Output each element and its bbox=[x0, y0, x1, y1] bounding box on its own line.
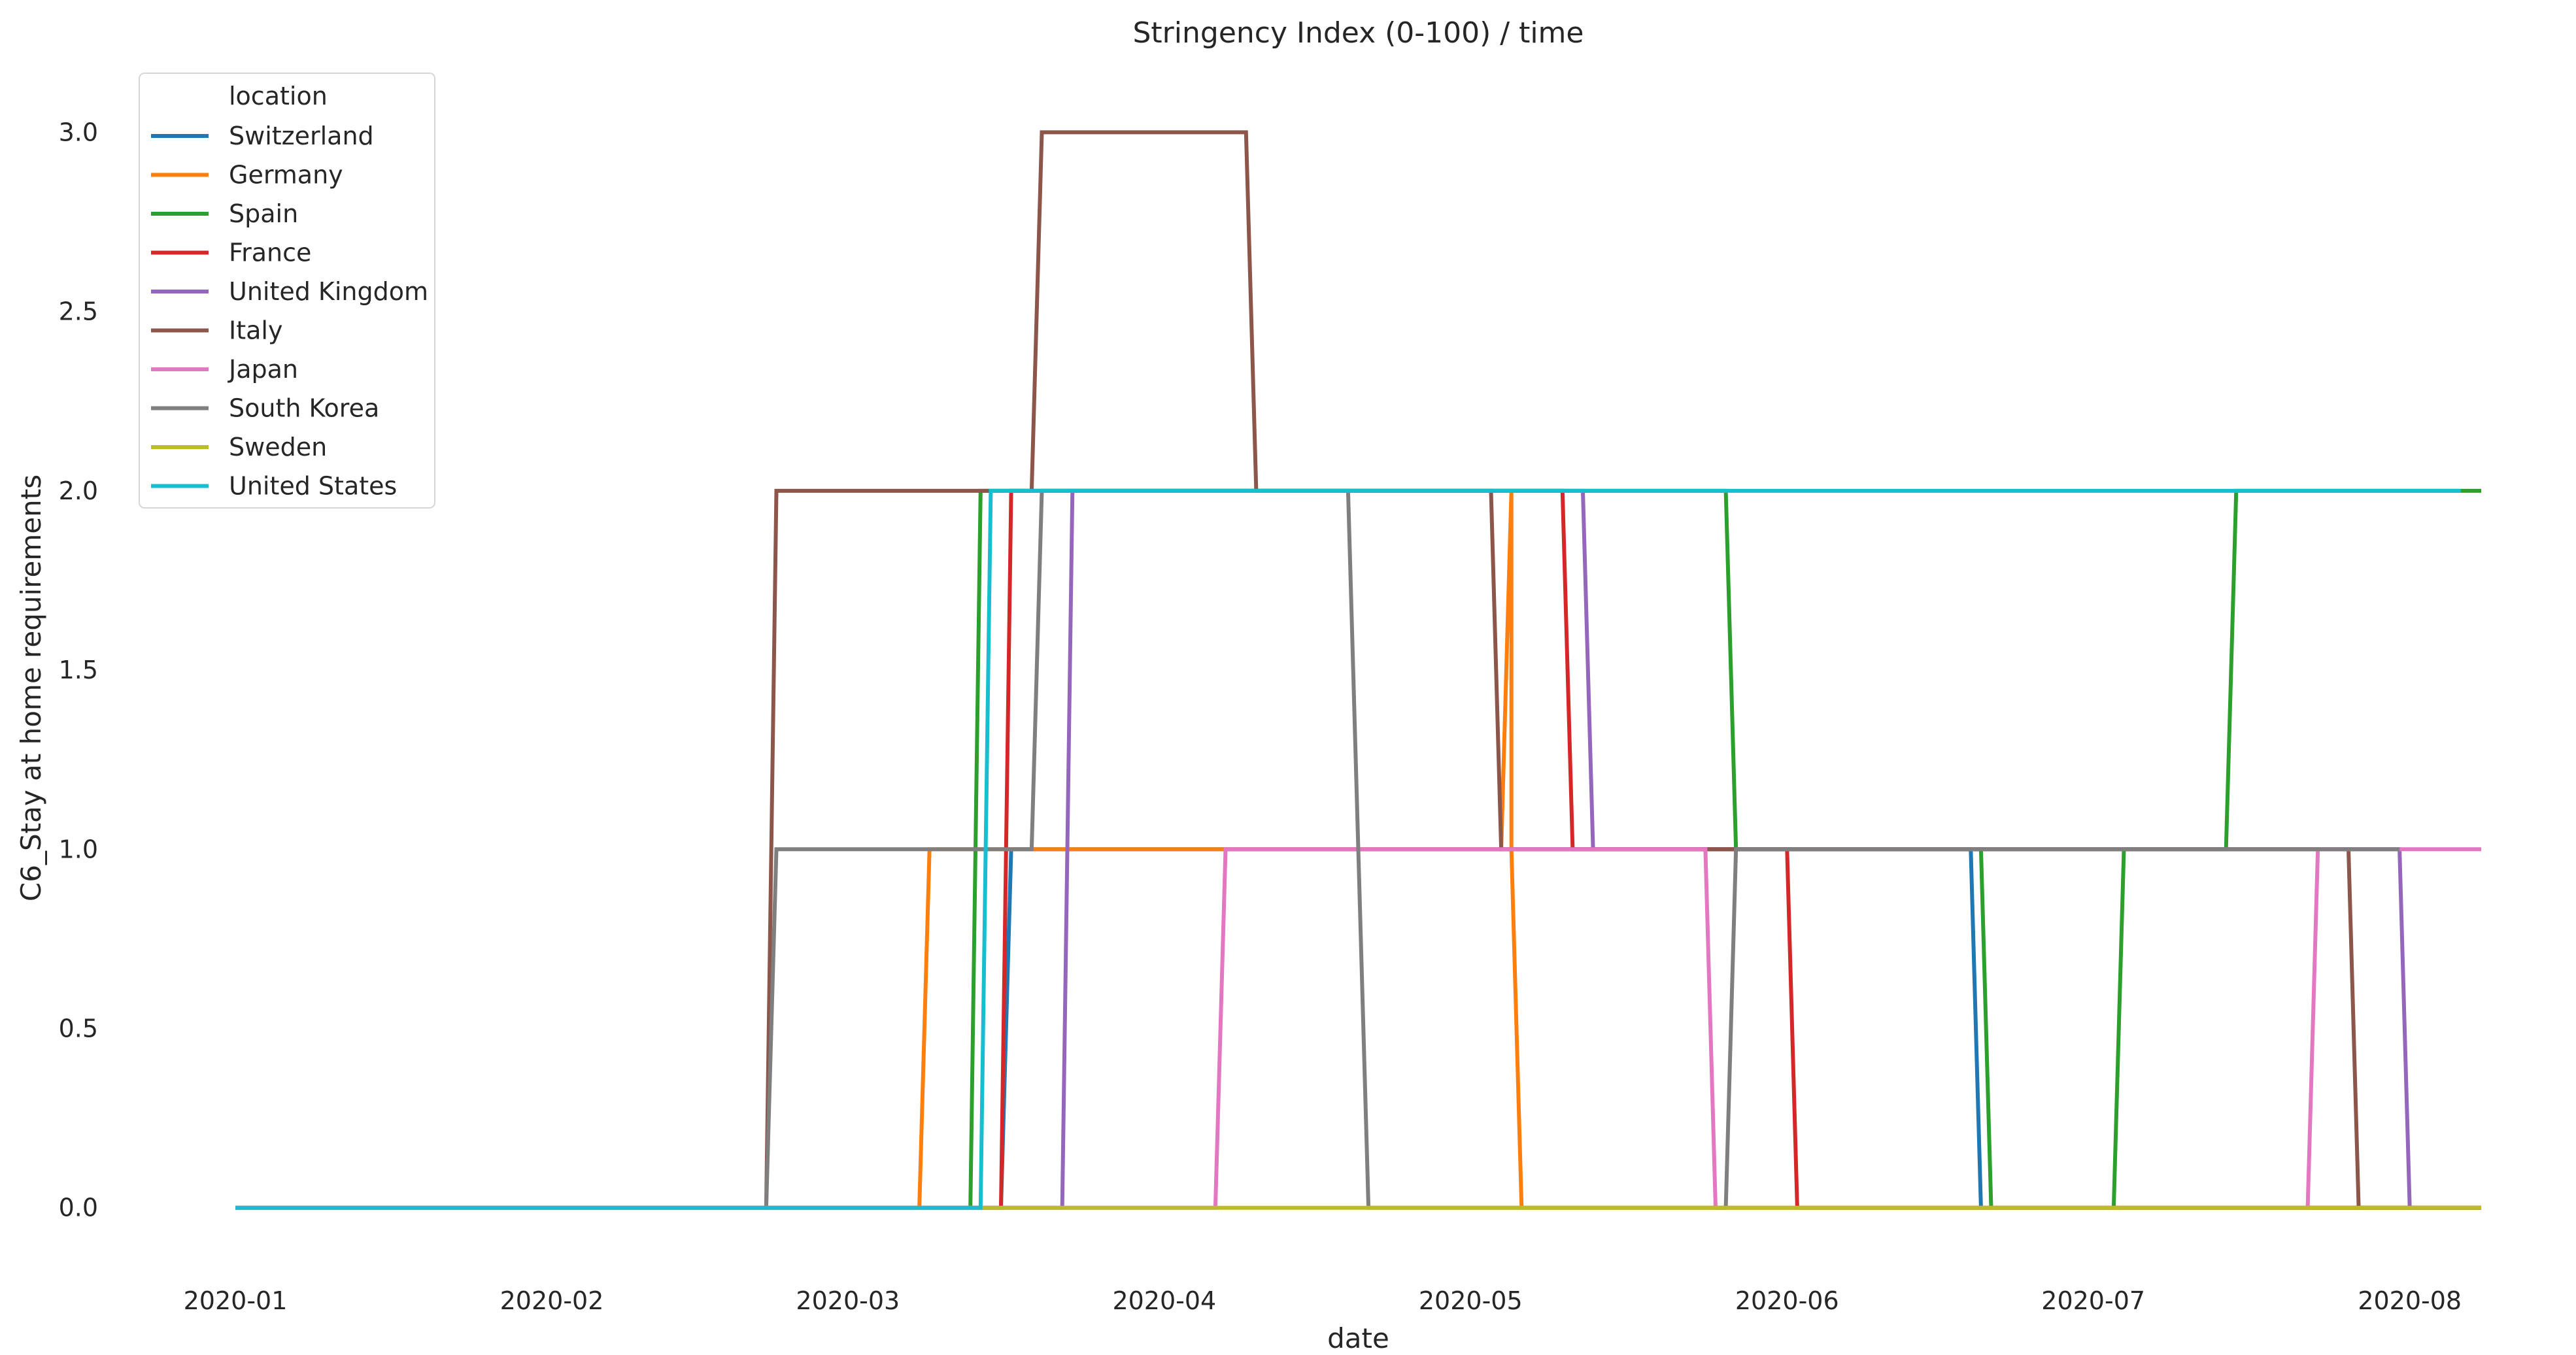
y-tick-label: 2.0 bbox=[59, 477, 98, 505]
series-line-united-states bbox=[235, 488, 2461, 1210]
legend-title: location bbox=[229, 82, 328, 110]
legend-label: South Korea bbox=[229, 394, 379, 423]
y-tick-label: 1.0 bbox=[59, 835, 98, 863]
y-tick-label: 1.5 bbox=[59, 656, 98, 684]
x-tick-label: 2020-01 bbox=[184, 1286, 288, 1315]
y-tick-label: 0.0 bbox=[59, 1194, 98, 1222]
legend-items: Switzerland Germany Spain France United King… bbox=[151, 122, 428, 501]
x-tick-label: 2020-08 bbox=[2358, 1286, 2462, 1315]
legend-label: Italy bbox=[229, 316, 282, 345]
legend-label: United States bbox=[229, 472, 397, 501]
series-line-spain bbox=[235, 488, 2481, 1210]
x-axis-label: date bbox=[1327, 1322, 1389, 1354]
x-tick-label: 2020-03 bbox=[796, 1286, 900, 1315]
series-line-italy bbox=[235, 130, 2481, 1210]
x-tick-label: 2020-05 bbox=[1419, 1286, 1523, 1315]
legend-label: France bbox=[229, 239, 311, 267]
x-tick-label: 2020-04 bbox=[1112, 1286, 1216, 1315]
series-line-germany bbox=[235, 490, 2481, 1210]
legend-label: United Kingdom bbox=[229, 277, 428, 306]
legend-label: Spain bbox=[229, 199, 298, 228]
legend: location Switzerland Germany Spain France Un… bbox=[139, 73, 435, 509]
legend-box bbox=[139, 73, 435, 509]
legend-label: Switzerland bbox=[229, 122, 374, 150]
x-tick-label: 2020-07 bbox=[2041, 1286, 2145, 1315]
y-axis-label: C6_Stay at home requirements bbox=[15, 475, 47, 901]
x-axis-ticks: 2020-01 2020-02 2020-03 2020-04 2020-05 2020-… bbox=[184, 1286, 2462, 1315]
series-line-france bbox=[235, 488, 2481, 1210]
y-tick-label: 3.0 bbox=[59, 118, 98, 146]
y-tick-label: 2.5 bbox=[59, 297, 98, 326]
legend-label: Japan bbox=[228, 355, 298, 384]
chart-title: Stringency Index (0-100) / time bbox=[1133, 16, 1584, 50]
legend-label: Germany bbox=[229, 161, 343, 190]
x-tick-label: 2020-06 bbox=[1735, 1286, 1839, 1315]
series-line-united-kingdom bbox=[235, 488, 2481, 1210]
y-tick-label: 0.5 bbox=[59, 1014, 98, 1043]
plot-lines bbox=[235, 130, 2481, 1210]
legend-label: Sweden bbox=[229, 433, 327, 461]
x-tick-label: 2020-02 bbox=[500, 1286, 604, 1315]
series-line-japan bbox=[235, 847, 2481, 1210]
y-axis-ticks: 0.0 0.5 1.0 1.5 2.0 2.5 3.0 bbox=[59, 118, 98, 1222]
